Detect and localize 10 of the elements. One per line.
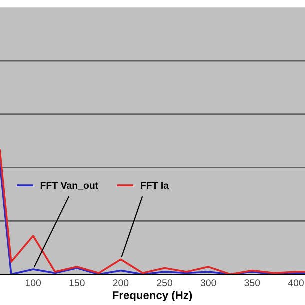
x-tick-label: 300 <box>200 280 216 286</box>
x-tick-label: 200 <box>113 280 129 286</box>
x-tick-label: 250 <box>157 280 172 286</box>
legend-label: FFT Ia <box>141 182 170 190</box>
x-tick-label: 400 <box>288 280 304 286</box>
legend-label: FFT Van_out <box>40 182 98 190</box>
x-tick-label: 150 <box>70 280 85 286</box>
x-tick-label: 100 <box>26 280 42 286</box>
x-axis-title: Frequency (Hz) <box>113 291 192 302</box>
x-tick-label: 350 <box>244 280 260 286</box>
